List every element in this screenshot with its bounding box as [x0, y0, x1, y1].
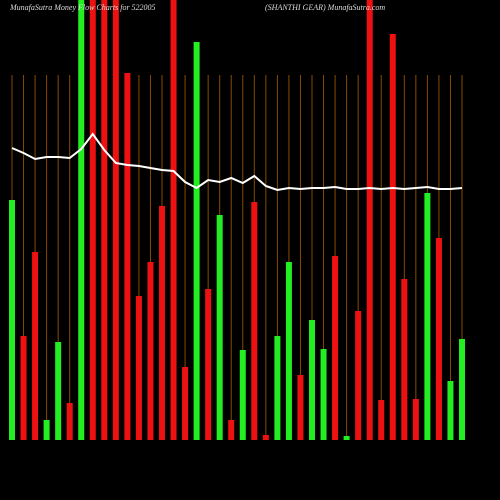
bar: [389, 34, 396, 440]
bar: [355, 311, 362, 440]
bar: [262, 435, 269, 440]
line: [11, 132, 463, 192]
bar: [20, 336, 27, 440]
bar: [401, 279, 408, 440]
bar: [343, 436, 350, 440]
bar: [239, 350, 246, 440]
bar: [459, 339, 465, 440]
bar: [228, 420, 235, 440]
bar: [309, 320, 315, 440]
bar: [274, 336, 281, 440]
bar: [366, 0, 373, 440]
bar: [9, 200, 15, 440]
bar: [55, 342, 62, 440]
bar: [332, 256, 339, 440]
bar: [251, 202, 258, 440]
chart-title: MunafaSutra Money Flow Charts for 522005: [9, 3, 156, 12]
bar: [182, 367, 189, 440]
bar: [320, 349, 327, 440]
bar: [43, 420, 50, 440]
plot: [9, 0, 465, 440]
bar: [66, 403, 73, 440]
chart-subtitle: (SHANTHI GEAR) MunafaSutra.com: [265, 3, 385, 12]
bar: [124, 73, 131, 440]
bar: [285, 262, 292, 440]
bar: [424, 193, 431, 440]
bar: [435, 238, 442, 440]
bar: [147, 262, 154, 440]
bar: [447, 381, 454, 440]
bar: [170, 0, 177, 440]
bar: [135, 296, 142, 440]
bar: [32, 252, 39, 440]
bar: [378, 400, 385, 440]
bar: [297, 375, 304, 440]
bar: [101, 0, 108, 440]
bar: [193, 42, 200, 440]
bar: [216, 215, 223, 440]
bar: [78, 0, 85, 440]
bar: [205, 289, 212, 440]
bar: [159, 206, 165, 440]
bar: [89, 0, 96, 440]
bar: [412, 399, 419, 440]
bar: [112, 0, 119, 440]
